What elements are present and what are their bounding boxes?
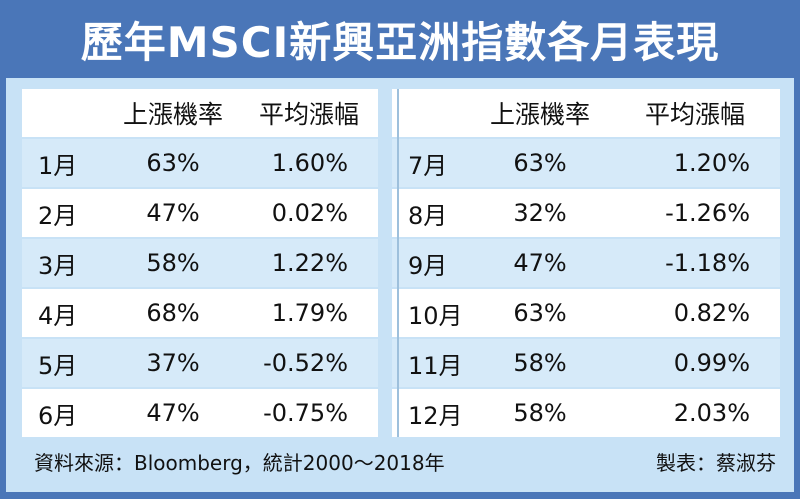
data-table: 上漲機率 平均漲幅 上漲機率 平均漲幅 1月 63% 1.60% 7月 63% … bbox=[22, 89, 780, 439]
month-cell: 11月 bbox=[392, 339, 470, 389]
month-cell: 7月 bbox=[392, 139, 470, 189]
column-gap bbox=[378, 339, 392, 389]
rise-prob-cell: 63% bbox=[470, 139, 610, 189]
avg-change-cell: -0.52% bbox=[240, 339, 378, 389]
month-cell: 2月 bbox=[22, 189, 106, 239]
month-cell: 12月 bbox=[392, 389, 470, 439]
month-cell: 10月 bbox=[392, 289, 470, 339]
rise-prob-cell: 58% bbox=[106, 239, 240, 289]
header-avg-change-left: 平均漲幅 bbox=[240, 89, 378, 139]
column-gap bbox=[378, 389, 392, 439]
column-gap bbox=[378, 189, 392, 239]
month-cell: 5月 bbox=[22, 339, 106, 389]
rise-prob-cell: 47% bbox=[106, 389, 240, 439]
credit-note: 製表：蔡淑芬 bbox=[656, 451, 776, 475]
header-rise-prob-right: 上漲機率 bbox=[470, 89, 610, 139]
rise-prob-cell: 37% bbox=[106, 339, 240, 389]
column-divider bbox=[397, 89, 399, 437]
header-avg-change-right: 平均漲幅 bbox=[610, 89, 780, 139]
rise-prob-cell: 47% bbox=[106, 189, 240, 239]
avg-change-cell: 1.79% bbox=[240, 289, 378, 339]
month-cell: 4月 bbox=[22, 289, 106, 339]
column-gap bbox=[378, 289, 392, 339]
header-month-left bbox=[22, 89, 106, 139]
rise-prob-cell: 63% bbox=[470, 289, 610, 339]
header-rise-prob-left: 上漲機率 bbox=[106, 89, 240, 139]
rise-prob-cell: 68% bbox=[106, 289, 240, 339]
avg-change-cell: -1.26% bbox=[610, 189, 780, 239]
avg-change-cell: 0.82% bbox=[610, 289, 780, 339]
avg-change-cell: 2.03% bbox=[610, 389, 780, 439]
month-cell: 1月 bbox=[22, 139, 106, 189]
rise-prob-cell: 47% bbox=[470, 239, 610, 289]
avg-change-cell: 1.22% bbox=[240, 239, 378, 289]
column-gap bbox=[378, 89, 392, 139]
page-title: 歷年MSCI新興亞洲指數各月表現 bbox=[80, 17, 720, 67]
avg-change-cell: 1.60% bbox=[240, 139, 378, 189]
rise-prob-cell: 32% bbox=[470, 189, 610, 239]
source-note: 資料來源：Bloomberg，統計2000～2018年 bbox=[34, 451, 445, 475]
month-cell: 8月 bbox=[392, 189, 470, 239]
column-gap bbox=[378, 139, 392, 189]
month-cell: 6月 bbox=[22, 389, 106, 439]
avg-change-cell: 0.02% bbox=[240, 189, 378, 239]
month-cell: 9月 bbox=[392, 239, 470, 289]
month-cell: 3月 bbox=[22, 239, 106, 289]
rise-prob-cell: 63% bbox=[106, 139, 240, 189]
header-month-right bbox=[392, 89, 470, 139]
column-gap bbox=[378, 239, 392, 289]
rise-prob-cell: 58% bbox=[470, 339, 610, 389]
avg-change-cell: 0.99% bbox=[610, 339, 780, 389]
rise-prob-cell: 58% bbox=[470, 389, 610, 439]
avg-change-cell: 1.20% bbox=[610, 139, 780, 189]
avg-change-cell: -1.18% bbox=[610, 239, 780, 289]
avg-change-cell: -0.75% bbox=[240, 389, 378, 439]
